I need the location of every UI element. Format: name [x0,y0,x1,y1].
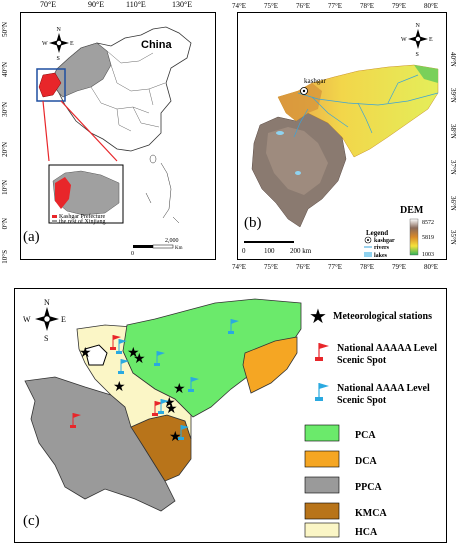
arrow-left [42,100,50,162]
station-star: ★ [113,380,126,395]
dem-min: 1003 [422,252,434,258]
station-star: ★ [169,430,182,445]
legend-blue-flag-icon [315,383,329,401]
scale-bar-b: 0 100 200 km [242,241,312,255]
station-star: ★ [79,346,92,361]
legend-kashgar: kashgar [374,238,395,244]
legend-swatch-hca [304,522,340,538]
panel-a-letter: (a) [23,229,40,245]
inset-legend-swatch-kashgar [52,215,57,218]
panel-b-lon-ticks-top: 74°E 75°E 76°E 77°E 78°E 79°E 80°E [232,2,439,10]
legend-swatch-ppca [304,476,340,494]
aaaaa-scenic-spots [70,335,163,428]
station-star: ★ [163,396,176,411]
svg-text:0: 0 [242,247,246,255]
compass-c: N S E W [23,298,66,343]
svg-text:W: W [42,41,48,47]
svg-text:Km: Km [175,246,183,251]
kashgar-highlight-box [36,68,66,102]
legend-title: Legend [366,229,388,237]
legend-aaaaa: National AAAAA Level Scenic Spot [337,343,437,366]
lake-2 [295,171,301,175]
svg-text:0: 0 [131,251,134,257]
compass-b: N S E W [401,23,433,58]
inset-kashgar [55,177,71,209]
dem-max: 8572 [422,220,434,226]
station-star: ★ [173,382,186,397]
kashgar-region [38,72,62,98]
dem-colorbar [409,218,419,256]
svg-text:S: S [44,334,48,343]
panel-b-map: kashgar N S E W DEM 8572 5819 1003 Legen… [237,12,447,260]
legend-pca: PCA [355,430,376,441]
panel-b-lat-ticks: 40°N 39°N 38°N 37°N 36°N 35°N [449,52,457,245]
legend-swatch-dca [304,450,340,468]
legend-lakes: lakes [374,253,388,259]
panel-c-map: ★ ★ ★ ★ ★ ★ ★ ★ [14,288,447,543]
legend-star-icon: ★ [309,306,327,328]
svg-text:100: 100 [264,247,275,255]
inset-legend-swatch-xinjiang [52,220,57,223]
lake-1 [276,131,284,135]
legend-swatch-kmca [304,502,340,520]
station-star: ★ [165,402,178,417]
rivers [293,74,439,138]
panel-c-letter: (c) [23,513,40,529]
svg-text:200 km: 200 km [290,247,312,255]
arrow-right [60,100,118,162]
svg-text:2,000: 2,000 [165,238,179,244]
station-star: ★ [127,346,140,361]
kashgar-city-label: kashgar [304,77,326,85]
legend-dca: DCA [355,456,377,467]
legend-stations: Meteorological stations [333,311,432,322]
country-label: China [141,39,172,51]
svg-text:S: S [57,56,60,62]
city-core [84,344,108,366]
legend-ppca: PPCA [355,482,382,493]
svg-text:E: E [429,37,433,43]
station-star: ★ [133,352,146,367]
svg-text:W: W [23,315,31,324]
inset-xinjiang [52,170,120,216]
meteorological-stations: ★ ★ ★ ★ ★ ★ ★ ★ [79,346,186,445]
xinjiang-region [50,42,112,98]
svg-text:N: N [44,298,50,307]
legend-aaaa: National AAAA Level Scenic Spot [337,383,430,406]
svg-text:S: S [416,52,419,58]
inset-legend-kashgar: Kashgar Prefecture [59,213,105,220]
dem-title: DEM [400,205,424,216]
zone-dca [242,336,298,394]
svg-text:W: W [401,37,407,43]
panel-a-map: Kashgar Prefecture the rest of Xinjiang … [20,12,216,260]
panel-b-lon-ticks-bottom: 74°E 75°E 76°E 77°E 78°E 79°E 80°E [232,263,439,271]
legend-hca: HCA [355,527,378,538]
inset-legend-xinjiang: the rest of Xinjiang [59,218,106,225]
svg-text:N: N [57,27,62,33]
compass-a: N S E W [42,27,74,62]
panel-a-lat-ticks: 50°N 40°N 30°N 20°N 10°N 0°N 10°S [1,22,9,264]
aaaa-scenic-spots [116,319,239,440]
legend-kmca: KMCA [355,508,387,519]
legend-swatch-pca [304,424,340,442]
scale-bar-a: 0 2,000 Km [131,238,183,257]
svg-text:N: N [416,23,421,29]
dem-mid: 5819 [422,235,434,241]
panel-b-letter: (b) [244,215,262,231]
svg-text:E: E [61,315,66,324]
legend-red-flag-icon [315,343,329,361]
province-boundaries [90,50,166,132]
legend-rivers: rivers [374,245,390,251]
svg-text:E: E [70,41,74,47]
south-china-sea-islands [145,154,180,224]
